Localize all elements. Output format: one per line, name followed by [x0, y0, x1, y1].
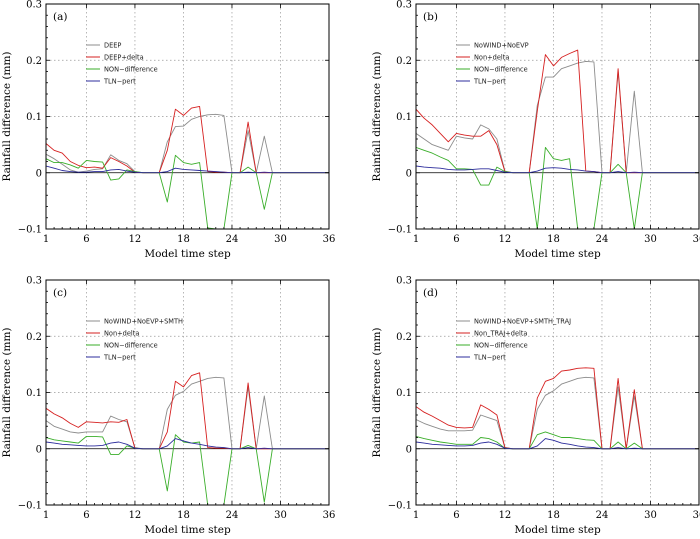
legend-entry: DEEP+delta [104, 53, 144, 61]
legend-entry: TLN−pert [103, 353, 136, 361]
y-tick-label: 0.2 [396, 332, 412, 343]
x-axis-title: Model time step [144, 524, 231, 536]
y-axis-title: Rainfall difference (mm) [1, 327, 13, 457]
series-line-red [46, 372, 329, 450]
series-line-red [416, 367, 699, 450]
panel-label: (b) [423, 11, 438, 23]
x-tick-label: 30 [274, 510, 287, 521]
y-tick-label: −0.1 [388, 501, 412, 512]
series-line-gray [416, 60, 699, 174]
chart-panel-b: 1 6 12 18 24 30 36 −0.1 0 0.1 0.2 0.3 (b) NoWIND+NoEV… [371, 0, 700, 260]
legend-entry: NON−difference [474, 65, 528, 73]
legend-entry: TLN−pert [103, 77, 136, 85]
y-axis-title: Rainfall difference (mm) [371, 51, 383, 181]
y-tick-label: 0.1 [396, 112, 412, 123]
x-axis-title: Model time step [144, 248, 231, 260]
x-tick-label: 36 [693, 234, 700, 245]
y-tick-label: 0.1 [396, 388, 412, 399]
y-axis-title: Rainfall difference (mm) [1, 51, 13, 181]
chart-panel-d: 1 6 12 18 24 30 36 −0.1 0 0.1 0.2 0.3 (d) NoWIND+NoEV… [371, 276, 700, 537]
panel-label: (a) [53, 11, 67, 23]
legend-entry: NON−difference [104, 341, 158, 349]
x-tick-label: 6 [83, 510, 89, 521]
x-tick-label: 18 [547, 510, 560, 521]
y-tick-label: 0.3 [396, 276, 412, 287]
series-line-gray [46, 113, 329, 174]
x-tick-label: 18 [177, 510, 190, 521]
y-tick-label: 0.3 [26, 276, 42, 287]
legend-entry: TLN−pert [473, 353, 506, 361]
x-axis-title: Model time step [514, 524, 601, 536]
panel-label: (d) [423, 287, 438, 299]
y-tick-label: 0 [36, 168, 42, 179]
x-tick-label: 24 [596, 234, 609, 245]
x-tick-label: 24 [226, 510, 239, 521]
legend-entry: TLN−pert [473, 77, 506, 85]
y-tick-label: −0.1 [18, 225, 42, 236]
legend-entry: NON−difference [474, 341, 528, 349]
x-tick-label: 18 [177, 234, 190, 245]
y-tick-label: −0.1 [18, 501, 42, 512]
legend-entry: DEEP [104, 41, 121, 49]
x-tick-label: 24 [226, 234, 239, 245]
x-axis-title: Model time step [514, 248, 601, 260]
legend-entry: Non+delta [474, 53, 509, 61]
y-tick-label: 0.2 [396, 56, 412, 67]
y-tick-label: 0.3 [396, 0, 412, 11]
legend-entry: NoWIND+NoEVP+SMTH [104, 317, 183, 325]
y-tick-label: 0 [406, 444, 412, 455]
x-tick-label: 36 [323, 234, 336, 245]
series-line-blue [46, 165, 329, 174]
legend-entry: Non_TRAJ+delta [474, 329, 527, 337]
y-tick-label: 0 [406, 168, 412, 179]
y-tick-label: −0.1 [388, 225, 412, 236]
x-tick-label: 6 [453, 234, 459, 245]
y-tick-label: 0.2 [26, 332, 42, 343]
panel-label: (c) [53, 287, 67, 299]
series-line-gray [46, 376, 329, 450]
series-line-red [416, 49, 699, 174]
x-tick-label: 36 [323, 510, 336, 521]
y-tick-label: 0.3 [26, 0, 42, 11]
x-tick-label: 1 [413, 234, 419, 245]
x-tick-label: 12 [129, 234, 142, 245]
x-tick-label: 30 [274, 234, 287, 245]
series-line-green [416, 146, 699, 229]
y-tick-label: 0.2 [26, 56, 42, 67]
legend-entry: NoWIND+NoEVP [474, 41, 529, 49]
y-tick-label: 0.1 [26, 388, 42, 399]
series-line-blue [46, 438, 329, 450]
x-tick-label: 1 [413, 510, 419, 521]
x-tick-label: 12 [129, 510, 142, 521]
series-line-green [46, 154, 329, 229]
legend-entry: Non+delta [104, 329, 139, 337]
x-tick-label: 1 [43, 234, 49, 245]
y-axis-title: Rainfall difference (mm) [371, 327, 383, 457]
legend-entry: NON−difference [104, 65, 158, 73]
x-tick-label: 6 [453, 510, 459, 521]
legend-entry: NoWIND+NoEVP+SMTH_TRAJ [474, 317, 571, 325]
x-tick-label: 12 [499, 234, 512, 245]
chart-panel-c: 1 6 12 18 24 30 36 −0.1 0 0.1 0.2 0.3 (c) NoWIND+NoEV… [1, 276, 335, 537]
series-line-blue [416, 165, 699, 174]
x-tick-label: 12 [499, 510, 512, 521]
x-tick-label: 24 [596, 510, 609, 521]
series-line-gray [416, 376, 699, 450]
y-tick-label: 0 [36, 444, 42, 455]
series-line-blue [416, 438, 699, 450]
series-line-green [46, 434, 329, 505]
x-tick-label: 30 [644, 510, 657, 521]
x-tick-label: 1 [43, 510, 49, 521]
x-tick-label: 18 [547, 234, 560, 245]
x-tick-label: 30 [644, 234, 657, 245]
chart-panel-a: 1 6 12 18 24 30 36 −0.1 0 0.1 0.2 0.3 (a) DEEP DEEP+de… [1, 0, 335, 260]
y-tick-label: 0.1 [26, 112, 42, 123]
x-tick-label: 36 [693, 510, 700, 521]
x-tick-label: 6 [83, 234, 89, 245]
